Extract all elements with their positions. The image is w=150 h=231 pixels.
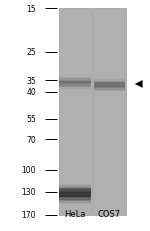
Text: HeLa: HeLa	[64, 209, 86, 218]
Text: 70: 70	[26, 135, 36, 144]
Bar	[59, 79, 91, 82]
Text: 100: 100	[21, 165, 36, 174]
Bar	[59, 192, 91, 196]
Bar	[94, 87, 125, 90]
Bar	[59, 83, 91, 86]
Bar	[94, 88, 125, 91]
Bar	[59, 190, 91, 193]
Bar	[59, 82, 91, 85]
Text: 40: 40	[26, 88, 36, 97]
Text: 35: 35	[26, 76, 36, 85]
Text: 130: 130	[21, 188, 36, 197]
Bar	[94, 78, 125, 82]
Bar	[59, 187, 91, 190]
Bar	[94, 89, 125, 93]
Text: COS7: COS7	[98, 209, 121, 218]
Bar	[59, 77, 91, 81]
Bar	[59, 185, 91, 189]
Bar	[59, 198, 91, 201]
Bar	[59, 84, 91, 88]
Text: 170: 170	[21, 210, 36, 219]
Bar	[59, 86, 91, 89]
Bar	[59, 195, 91, 199]
Bar	[59, 199, 91, 203]
Text: 15: 15	[26, 5, 36, 14]
Bar	[94, 82, 125, 86]
Bar	[94, 80, 125, 83]
Bar	[59, 184, 91, 188]
Bar	[59, 194, 91, 197]
Bar	[59, 87, 91, 91]
Bar	[94, 85, 125, 89]
Bar	[58, 9, 92, 215]
Bar	[59, 201, 91, 204]
Bar	[59, 197, 91, 200]
Bar	[59, 80, 91, 84]
Bar	[59, 76, 91, 79]
Bar	[59, 191, 91, 195]
Bar	[93, 9, 126, 215]
Text: 25: 25	[26, 48, 36, 57]
Bar	[94, 81, 125, 85]
Bar	[94, 84, 125, 87]
Bar	[59, 188, 91, 192]
Text: 55: 55	[26, 115, 36, 124]
